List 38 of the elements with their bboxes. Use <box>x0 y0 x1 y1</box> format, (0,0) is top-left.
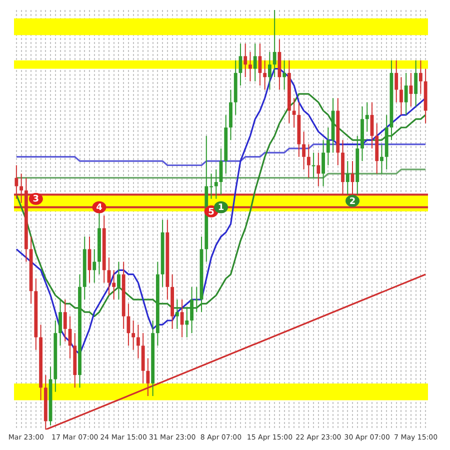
candlestick <box>272 10 276 78</box>
annotation: 4 <box>96 203 102 214</box>
candlestick <box>214 168 218 200</box>
candlestick <box>326 126 330 166</box>
candlestick <box>175 299 179 330</box>
candlestick <box>132 320 136 350</box>
candlestick <box>263 60 267 90</box>
candlestick <box>92 248 96 284</box>
candlestick <box>117 261 120 300</box>
candlestick <box>409 72 413 108</box>
annotation: 1 <box>218 203 224 214</box>
candlestick <box>394 60 398 103</box>
candlestick <box>306 144 310 178</box>
candlestick <box>322 140 325 187</box>
candlestick <box>248 51 252 82</box>
candlestick <box>253 43 257 82</box>
candlestick <box>244 43 248 78</box>
candlestick <box>282 60 286 90</box>
candlestick <box>136 324 140 359</box>
candlestick <box>404 72 408 116</box>
candlestick <box>58 299 62 346</box>
annotation: 3 <box>32 194 40 205</box>
candlestick <box>346 160 350 196</box>
candlestick <box>112 270 116 300</box>
candlestick <box>400 76 403 116</box>
candlestick <box>302 131 306 170</box>
candlestick <box>268 51 272 90</box>
candlestick <box>316 152 320 187</box>
candlestick <box>380 144 384 174</box>
annotation: 2 <box>349 196 356 207</box>
candlestick <box>146 358 150 397</box>
candlestick <box>418 60 422 94</box>
annotation: 5 <box>208 207 214 218</box>
candlestick <box>365 102 369 132</box>
candlestick <box>63 299 67 342</box>
candlestick <box>414 60 418 108</box>
candlestick <box>292 98 296 128</box>
candlestick <box>185 307 189 338</box>
